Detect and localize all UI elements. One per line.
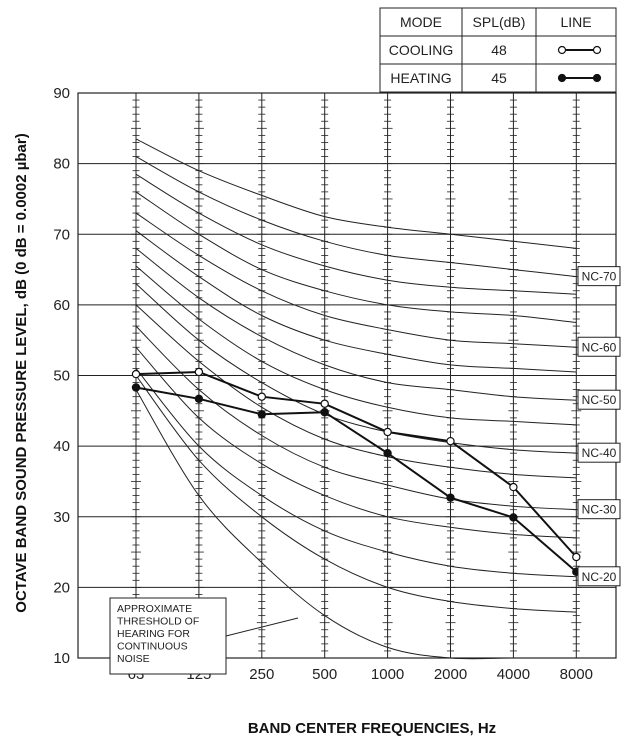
x-tick-label-2000: 2000 xyxy=(434,666,467,683)
y-tick-label-20: 20 xyxy=(53,579,70,596)
legend-header-spl: SPL(dB) xyxy=(473,14,526,30)
x-axis-title: BAND CENTER FREQUENCIES, Hz xyxy=(248,720,496,737)
y-tick-label-10: 10 xyxy=(53,650,70,667)
series-heating-point-1000 xyxy=(383,448,392,458)
nc-label-nc-70: NC-70 xyxy=(577,266,621,287)
y-tick-label-40: 40 xyxy=(53,438,70,455)
x-tick-label-500: 500 xyxy=(312,666,337,683)
threshold-annotation-box xyxy=(109,597,227,675)
series-heating-point-125 xyxy=(194,394,204,404)
nc-curve-nc-50 xyxy=(135,248,577,401)
labels-layer: 1020304050607080906312525050010002000400… xyxy=(53,85,621,683)
threshold-annotation-text: APPROXIMATE THRESHOLD OF HEARING FOR CONTIN… xyxy=(117,603,199,665)
series-cooling-point-8000 xyxy=(572,552,581,562)
series-cooling-point-250 xyxy=(257,392,266,401)
svg-text:NC-50: NC-50 xyxy=(582,393,617,407)
series-cooling-point-2000 xyxy=(446,436,455,446)
threshold-annotation: APPROXIMATE THRESHOLD OF HEARING FOR CONTIN… xyxy=(109,597,299,675)
series-heating-point-4000 xyxy=(509,513,518,522)
series-cooling-point-1000 xyxy=(383,427,392,437)
nc-label-nc-50: NC-50 xyxy=(577,389,621,410)
legend-cooling-line-sample xyxy=(557,45,602,55)
svg-text:NC-30: NC-30 xyxy=(582,503,617,517)
grid-layer xyxy=(77,92,617,659)
y-tick-label-30: 30 xyxy=(53,509,70,526)
legend-heating-spl: 45 xyxy=(491,70,507,86)
octave-ticks-4000 xyxy=(508,99,519,652)
legend-cooling-spl: 48 xyxy=(491,42,507,58)
series-heating-point-2000 xyxy=(446,493,455,502)
nc-curve-nc-30 xyxy=(135,325,577,511)
nc-label-nc-60: NC-60 xyxy=(577,336,621,357)
svg-text:NC-20: NC-20 xyxy=(582,570,617,584)
x-tick-label-4000: 4000 xyxy=(497,666,530,683)
y-axis-title: OCTAVE BAND SOUND PRESSURE LEVEL, dB (0 … xyxy=(13,133,30,612)
nc-curve-9 xyxy=(135,304,577,479)
nc-curve-nc-40 xyxy=(135,283,577,454)
nc-label-nc-20: NC-20 xyxy=(577,566,621,587)
series-heating-point-500 xyxy=(320,408,329,417)
legend-header-line: LINE xyxy=(560,14,591,30)
y-tick-label-60: 60 xyxy=(53,297,70,314)
nc-curve-7 xyxy=(135,265,577,426)
nc-curve-nc-60 xyxy=(135,212,577,348)
series-heating-point-63 xyxy=(131,383,141,392)
legend-table: MODE SPL(dB) LINE COOLING 48 HEATING 45 xyxy=(379,7,617,93)
series-cooling-point-125 xyxy=(194,367,204,377)
x-tick-label-8000: 8000 xyxy=(560,666,593,683)
series-cooling-point-500 xyxy=(320,399,329,408)
svg-text:NC-60: NC-60 xyxy=(582,340,617,354)
y-tick-label-80: 80 xyxy=(53,156,70,173)
nc-curve-3 xyxy=(135,191,577,323)
legend-cooling-mode: COOLING xyxy=(389,42,454,58)
y-tick-label-90: 90 xyxy=(53,85,70,102)
legend-heating-mode: HEATING xyxy=(390,70,451,86)
x-tick-label-250: 250 xyxy=(249,666,274,683)
legend-heating-line-sample xyxy=(557,73,602,83)
series-cooling-point-63 xyxy=(131,369,141,379)
nc-label-nc-30: NC-30 xyxy=(577,499,621,520)
nc-curve-11 xyxy=(135,346,577,539)
svg-text:NC-40: NC-40 xyxy=(582,446,617,460)
y-tick-label-50: 50 xyxy=(53,368,70,385)
threshold-annotation-leader xyxy=(225,617,299,637)
nc-curve-2 xyxy=(135,173,577,295)
x-tick-label-1000: 1000 xyxy=(371,666,404,683)
nc-curve-5 xyxy=(135,230,577,373)
nc-curve-nc-20 xyxy=(135,368,577,578)
y-tick-label-70: 70 xyxy=(53,226,70,243)
series-cooling-point-4000 xyxy=(509,482,518,492)
threshold-of-hearing-curve xyxy=(135,389,577,660)
nc-curve-0 xyxy=(135,138,577,249)
nc-curve-nc-70 xyxy=(135,156,577,278)
plot-frame xyxy=(77,92,617,659)
series-layer xyxy=(131,367,581,577)
series-heating-point-250 xyxy=(257,410,266,419)
legend-header-mode: MODE xyxy=(400,14,442,30)
nc-label-nc-40: NC-40 xyxy=(577,442,621,463)
nc-curves-layer xyxy=(135,138,577,660)
nc-curve-13 xyxy=(135,375,577,613)
octave-ticks-2000 xyxy=(445,99,456,652)
series-cooling-line xyxy=(135,370,578,558)
svg-text:NC-70: NC-70 xyxy=(582,270,617,284)
series-heating-line xyxy=(135,386,577,573)
